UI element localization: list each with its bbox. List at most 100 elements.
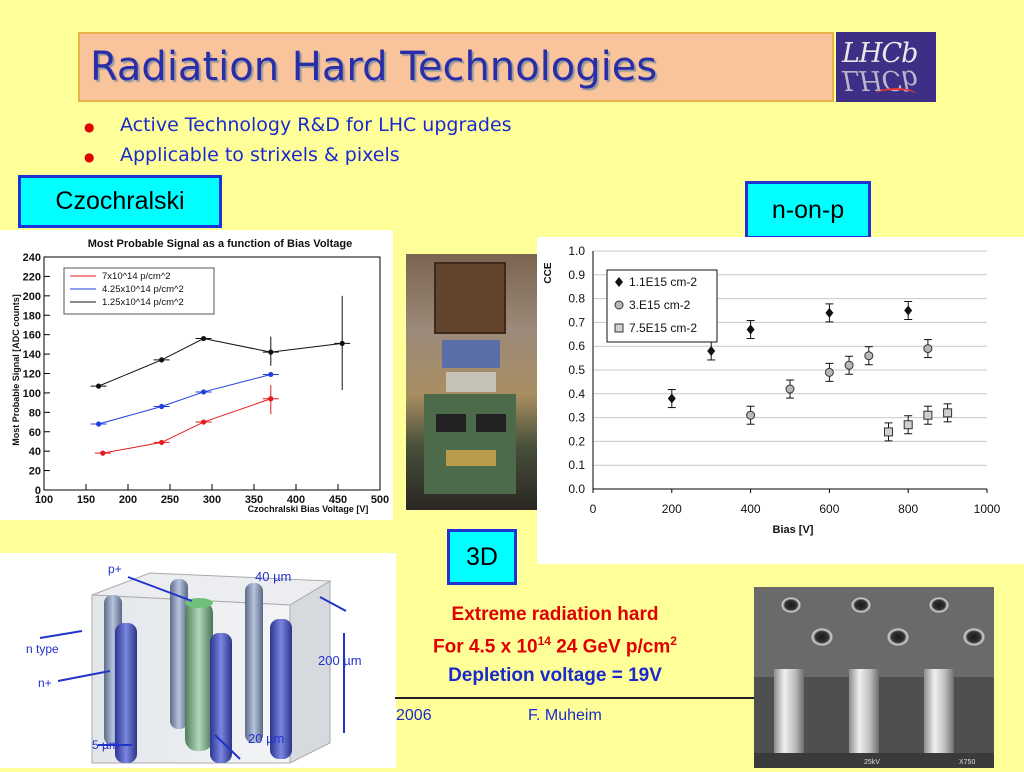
y-tick-label: 0.0 (568, 482, 585, 496)
sem-magnification: X750 (959, 759, 975, 766)
label-czochralski: Czochralski (18, 175, 222, 228)
data-point (884, 427, 893, 437)
sem-hole (887, 628, 909, 646)
x-axis-label: Czochralski Bias Voltage [V] (248, 504, 369, 514)
legend-label: 1.25x10^14 p/cm^2 (102, 297, 184, 308)
x-axis-label: Bias [V] (773, 524, 814, 536)
x-tick-label: 250 (161, 494, 179, 506)
readout-board (424, 394, 516, 494)
x-tick-label: 1000 (974, 502, 1001, 516)
logo-text: LHCb (842, 38, 918, 69)
detector-module-photo (406, 254, 538, 510)
arrow-n-type (39, 630, 83, 639)
sem-hole (963, 628, 985, 646)
label-n-type: n type (26, 642, 59, 656)
data-point (785, 384, 795, 394)
data-point (864, 351, 874, 361)
chip-a (436, 414, 466, 432)
data-point (100, 450, 106, 456)
chart-czochralski-svg: Most Probable Signal as a function of Bi… (11, 238, 389, 514)
connector (446, 450, 496, 466)
chart-n-on-p: CCE Bias [V] 0.0 0.1 0.2 0.3 0.4 0.5 0.6 0.7 0.8… (537, 237, 1024, 564)
y-tick-label: 0.9 (568, 268, 585, 282)
y-tick-label: 160 (23, 330, 41, 342)
legend-label: 3.E15 cm-2 (629, 298, 691, 312)
y-tick-label: 220 (23, 271, 41, 283)
cube-side (289, 580, 331, 764)
label-200um: 200 µm (318, 653, 362, 668)
y-tick-label: 180 (23, 310, 41, 322)
legend-label: 4.25x10^14 p/cm^2 (102, 284, 184, 295)
fluence-prefix: For 4.5 x 10 (433, 636, 538, 658)
label-n-on-p: n-on-p (745, 181, 871, 239)
data-point (96, 421, 102, 427)
logo-arc (876, 88, 916, 100)
y-tick-label: 120 (23, 369, 41, 381)
data-point (825, 307, 834, 318)
arrow-20um (214, 734, 241, 760)
data-point (844, 360, 854, 370)
title-banner (78, 32, 834, 102)
data-point (614, 323, 624, 333)
series-line (98, 338, 343, 387)
legend-box (606, 269, 718, 343)
data-point (746, 410, 756, 420)
x-tick-label: 200 (662, 502, 682, 516)
y-tick-label: 60 (29, 427, 41, 439)
data-point (159, 439, 165, 446)
sem-micrograph-illustration: 25kV X750 (754, 587, 994, 768)
label-n-plus: n+ (38, 676, 52, 690)
legend-label: 7x10^14 p/cm^2 (102, 271, 171, 282)
y-axis-label: CCE (543, 262, 554, 283)
highlight-line-1: Extreme radiation hard (451, 604, 659, 625)
bond-pad-area (442, 340, 500, 368)
chart-n-on-p-svg: CCE Bias [V] 0.0 0.1 0.2 0.3 0.4 0.5 0.6 0.7 0.8… (543, 244, 1001, 536)
data-point (201, 419, 207, 425)
data-point (159, 403, 165, 410)
data-point (96, 383, 102, 389)
y-tick-label: 0.7 (568, 315, 585, 329)
chart-czochralski: Most Probable Signal as a function of Bi… (0, 230, 393, 520)
arrow-p-plus (127, 576, 193, 602)
y-tick-label: 0.3 (568, 411, 585, 425)
y-tick-label: 20 (29, 466, 41, 478)
y-tick-label: 40 (29, 446, 41, 458)
diagram-3d-svg: p+ 40 µm n type n+ 200 µm 5 µm 20 µm (26, 562, 362, 764)
x-tick-label: 400 (741, 502, 761, 516)
y-tick-label: 200 (23, 291, 41, 303)
sem-voltage: 25kV (864, 759, 880, 766)
data-point (615, 277, 623, 287)
x-tick-label: 400 (287, 494, 305, 506)
data-point (667, 393, 676, 404)
bullet-text: Active Technology R&D for LHC upgrades (120, 114, 512, 136)
sem-hole (929, 597, 949, 613)
n-plus-column (115, 623, 137, 763)
detector-module-illustration (424, 262, 516, 494)
data-point (904, 305, 913, 316)
n-column (245, 583, 263, 743)
data-point (614, 300, 624, 310)
data-point (707, 345, 716, 356)
sem-hole (811, 628, 833, 646)
y-tick-label: 0.5 (568, 363, 585, 377)
data-point (201, 335, 207, 342)
series-line (102, 398, 271, 454)
flex-cable (446, 372, 496, 392)
lhcb-logo: LHCb LHCb (836, 32, 936, 102)
x-tick-label: 100 (35, 494, 53, 506)
sem-pillar (924, 669, 954, 768)
fluence-exponent: 14 (537, 634, 551, 648)
bullet-icon: ● (84, 120, 95, 134)
y-axis-label: Most Probable Signal [ADC counts] (11, 294, 21, 446)
x-tick-label: 200 (119, 494, 137, 506)
footer-date: 2006 (396, 707, 432, 724)
sem-pillar (849, 669, 879, 768)
y-tick-label: 0.4 (568, 387, 585, 401)
sensor-surface (436, 264, 504, 332)
p-plus-column (185, 601, 213, 751)
bullet-text: Applicable to strixels & pixels (120, 144, 400, 166)
label-40um: 40 µm (255, 569, 291, 584)
data-point (923, 344, 933, 354)
data-point (943, 408, 953, 418)
data-point (923, 410, 933, 420)
